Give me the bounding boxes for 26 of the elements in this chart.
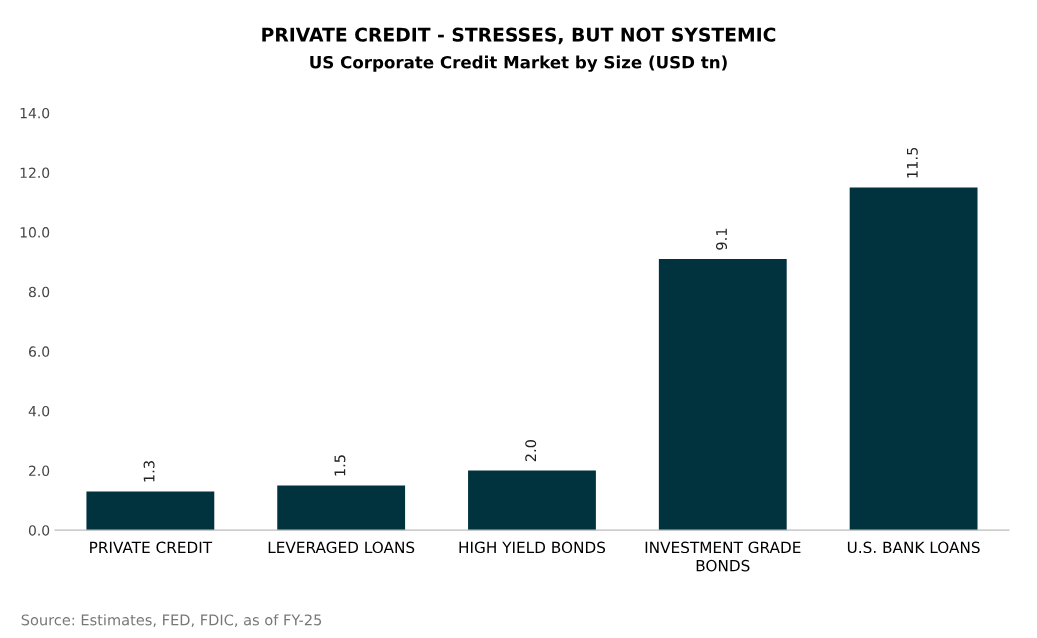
y-tick-label: 2.0 bbox=[29, 465, 50, 477]
y-tick-label: 4.0 bbox=[28, 405, 50, 417]
data-label: 2.0 bbox=[525, 440, 537, 462]
bar bbox=[277, 485, 406, 531]
x-tick-label: U.S. BANK LOANS bbox=[847, 541, 980, 554]
x-tick-label: LEVERAGED LOANS bbox=[268, 541, 415, 554]
chart-title: PRIVATE CREDIT - STRESSES, BUT NOT SYSTEMIC bbox=[262, 27, 776, 45]
data-label: 9.1 bbox=[715, 228, 728, 250]
y-tick-label: 6.0 bbox=[28, 346, 50, 357]
x-tick-label: HIGH YIELD BONDS bbox=[459, 541, 606, 554]
bar bbox=[86, 491, 215, 531]
y-tick-label: 0.0 bbox=[28, 525, 50, 536]
data-label: 1.3 bbox=[143, 461, 155, 482]
source-note: Source: Estimates, FED, FDIC, as of FY-25 bbox=[21, 614, 322, 627]
bar bbox=[468, 470, 596, 531]
data-label: 1.5 bbox=[334, 455, 346, 476]
y-tick-label: 12.0 bbox=[20, 167, 50, 179]
bar bbox=[849, 187, 978, 531]
x-tick-label: INVESTMENT GRADE BONDS bbox=[645, 541, 801, 572]
data-label: 11.5 bbox=[906, 147, 918, 178]
x-tick-label: PRIVATE CREDIT bbox=[90, 541, 213, 554]
y-tick-label: 8.0 bbox=[28, 286, 50, 298]
y-tick-label: 10.0 bbox=[20, 227, 50, 238]
y-tick-label: 14.0 bbox=[20, 107, 50, 119]
bar bbox=[658, 258, 787, 531]
chart-subtitle: US Corporate Credit Market by Size (USD tn) bbox=[310, 55, 727, 72]
